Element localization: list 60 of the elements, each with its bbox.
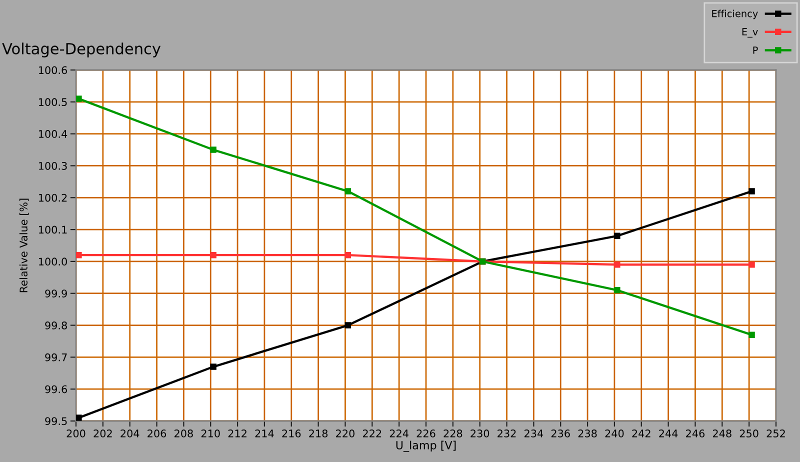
point bbox=[76, 96, 82, 102]
point bbox=[344, 322, 352, 328]
x-tick-label: 234 bbox=[524, 430, 544, 438]
point bbox=[748, 262, 755, 268]
x-tick-label: 244 bbox=[659, 430, 678, 438]
x-tick-label: 210 bbox=[201, 430, 220, 438]
x-tick-label: 252 bbox=[766, 430, 785, 438]
y-tick-label: 100.5 bbox=[38, 98, 67, 106]
x-tick-label: 212 bbox=[228, 430, 246, 438]
y-tick-label: 99.8 bbox=[45, 322, 67, 330]
x-tick-label: 228 bbox=[444, 430, 462, 438]
y-tick-label: 100.3 bbox=[38, 162, 67, 170]
x-axis-title: U_lamp [V] bbox=[396, 440, 456, 452]
y-tick-label: 99.7 bbox=[45, 353, 67, 362]
x-tick-label: 226 bbox=[416, 430, 436, 438]
x-tick-label: 204 bbox=[120, 430, 140, 438]
x-tick-label: 218 bbox=[309, 430, 328, 438]
y-tick-label: 100.1 bbox=[38, 226, 67, 234]
point bbox=[210, 146, 216, 153]
point bbox=[614, 287, 620, 294]
x-tick-label: 230 bbox=[470, 430, 490, 438]
legend-label: E_v bbox=[742, 28, 758, 38]
x-tick-label: 216 bbox=[282, 430, 301, 438]
point bbox=[344, 252, 352, 258]
legend-label: Efficiency bbox=[712, 10, 758, 20]
point bbox=[748, 332, 755, 338]
x-tick-label: 224 bbox=[390, 430, 408, 438]
point bbox=[344, 188, 352, 194]
point bbox=[614, 232, 620, 240]
y-tick-label: 100.2 bbox=[38, 194, 67, 202]
x-tick-label: 202 bbox=[94, 430, 112, 438]
point bbox=[210, 364, 216, 370]
x-tick-label: 222 bbox=[362, 430, 382, 438]
y-axis-title: Relative Value [%] bbox=[19, 198, 29, 292]
x-tick-label: 214 bbox=[255, 430, 274, 438]
x-tick-label: 238 bbox=[578, 430, 597, 438]
point bbox=[210, 252, 216, 258]
x-tick-label: 232 bbox=[498, 430, 516, 438]
point bbox=[76, 252, 82, 258]
point bbox=[76, 414, 82, 421]
point bbox=[748, 188, 755, 194]
x-tick-label: 242 bbox=[632, 430, 650, 438]
x-tick-label: 246 bbox=[686, 430, 705, 438]
y-tick-label: 99.9 bbox=[45, 290, 67, 298]
x-tick-label: 240 bbox=[605, 430, 624, 438]
x-tick-label: 208 bbox=[174, 430, 193, 438]
legend-label: P bbox=[753, 46, 758, 54]
y-tick-label: 100.4 bbox=[38, 130, 68, 138]
x-tick-label: 248 bbox=[712, 430, 732, 438]
x-tick-label: 200 bbox=[66, 430, 86, 438]
x-tick-label: 206 bbox=[148, 430, 166, 438]
x-tick-label: 236 bbox=[551, 430, 570, 438]
y-tick-label: 100.0 bbox=[38, 258, 67, 266]
chart-title: Voltage-Dependency bbox=[2, 42, 161, 58]
y-tick-label: 99.6 bbox=[45, 385, 68, 394]
point bbox=[614, 262, 620, 268]
y-tick-label: 99.5 bbox=[45, 417, 67, 426]
x-tick-label: 220 bbox=[336, 430, 354, 438]
y-tick-label: 100.6 bbox=[38, 66, 68, 74]
x-tick-label: 250 bbox=[740, 430, 758, 438]
